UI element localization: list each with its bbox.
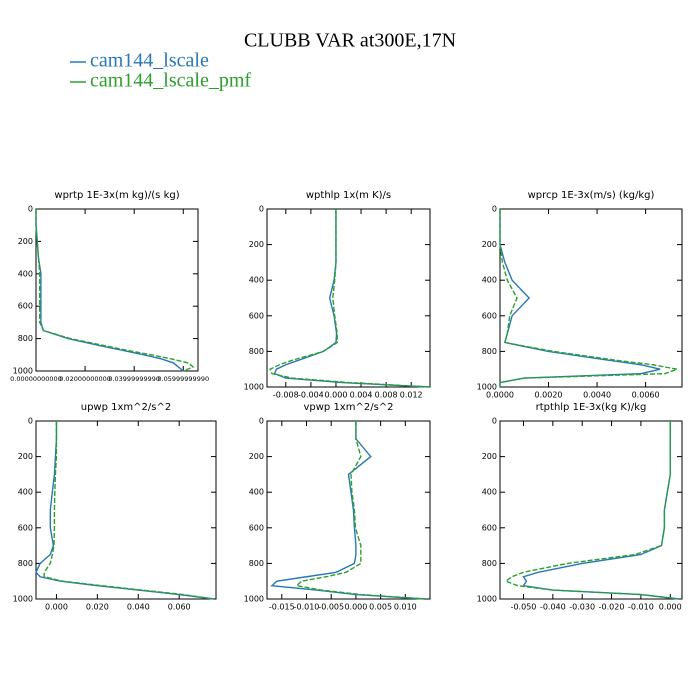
page-title: CLUBB VAR at300E,17N [244,30,456,52]
y-tick-label: 400 [18,488,33,497]
x-tick-label: 0.00000000000 [10,375,62,383]
x-tick-label: 0.0000 [486,391,514,400]
y-tick-label: 200 [482,240,497,249]
profile-line [504,421,680,600]
y-tick-label: 800 [249,347,264,356]
profile-line [35,209,195,372]
y-tick-label: 200 [482,452,497,461]
plot-frame [266,208,431,388]
x-tick-label: 0.0020 [535,391,563,400]
x-tick-label: 0.012 [400,391,423,400]
y-tick-label: 0 [28,205,33,214]
x-tick-label: 0.008 [375,391,398,400]
y-tick-label: 0 [259,205,264,214]
x-tick-label: -0.010 [628,603,654,612]
plot-frame [35,208,199,372]
y-tick-label: 600 [249,311,264,320]
y-tick-label: 600 [249,523,264,532]
y-tick-label: 0 [492,205,497,214]
y-tick-label: 1000 [477,383,497,392]
y-tick-label: 200 [249,240,264,249]
y-tick-label: 600 [18,302,33,311]
x-tick-label: -0.008 [273,391,299,400]
y-tick-label: 600 [18,523,33,532]
y-tick-label: 1000 [477,595,497,604]
profile-line [499,209,680,387]
x-tick-label: -0.030 [569,603,595,612]
x-tick-label: 0.000 [325,391,348,400]
x-tick-label: 0.0040 [583,391,611,400]
profile-line [522,421,680,600]
x-tick-label: 0.000 [45,603,68,612]
plot-frame [35,420,217,600]
y-tick-label: 0 [259,417,264,426]
y-tick-label: 400 [482,276,497,285]
plot-frame [499,420,683,600]
x-tick-label: 0.020 [86,603,109,612]
y-tick-label: 800 [249,559,264,568]
x-tick-label: 0.02000000000 [59,375,111,383]
subplot-title: upwp 1xm^2/s^2 [81,402,171,413]
subplot-title: wprtp 1E-3x(m kg)/(s kg) [54,190,179,201]
profile-line [273,209,431,388]
y-tick-label: 0 [492,417,497,426]
x-tick-label: -0.005 [318,603,344,612]
profile-line [43,421,215,600]
y-tick-label: 0 [28,417,33,426]
x-tick-label: 0.010 [394,603,417,612]
x-tick-label: -0.040 [540,603,566,612]
y-tick-label: 400 [482,488,497,497]
y-tick-label: 600 [482,311,497,320]
x-tick-label: -0.050 [511,603,537,612]
profile-line [35,421,215,600]
y-tick-label: 1000 [13,595,33,604]
y-tick-label: 800 [18,334,33,343]
profile-line [499,209,661,387]
legend-label: cam144_lscale_pmf [90,70,251,92]
x-tick-label: 0.060 [168,603,191,612]
subplot-title: rtpthlp 1E-3x(kg K)/kg [536,402,647,413]
y-tick-label: 400 [249,488,264,497]
y-tick-label: 800 [482,559,497,568]
x-tick-label: 0.000 [659,603,682,612]
y-tick-label: 1000 [13,367,33,376]
profile-line [269,209,431,388]
plot-frame [499,208,683,388]
x-tick-label: -0.010 [294,603,320,612]
profile-line [270,421,426,600]
subplot-title: vpwp 1xm^2/s^2 [303,402,393,413]
x-tick-label: 0.004 [350,391,373,400]
x-tick-label: -0.004 [298,391,324,400]
plot-frame [266,420,431,600]
subplot-title: wpthlp 1x(m K)/s [306,190,391,201]
y-tick-label: 200 [18,452,33,461]
x-tick-label: 0.05999999990 [157,375,209,383]
x-tick-label: 0.0060 [632,391,660,400]
x-tick-label: -0.020 [599,603,625,612]
x-tick-label: 0.005 [369,603,392,612]
y-tick-label: 600 [482,523,497,532]
profile-line [295,421,426,600]
y-tick-label: 400 [18,269,33,278]
y-tick-label: 400 [249,276,264,285]
y-tick-label: 200 [249,452,264,461]
y-tick-label: 1000 [244,595,264,604]
x-tick-label: 0.040 [127,603,150,612]
y-tick-label: 800 [482,347,497,356]
legend-label: cam144_lscale [90,50,209,72]
subplot-title: wprcp 1E-3x(m/s) (kg/kg) [528,190,655,201]
x-tick-label: 0.03999999990 [108,375,160,383]
y-tick-label: 200 [18,237,33,246]
y-tick-label: 1000 [244,383,264,392]
x-tick-label: -0.015 [269,603,295,612]
x-tick-label: 0.000 [344,603,367,612]
y-tick-label: 800 [18,559,33,568]
